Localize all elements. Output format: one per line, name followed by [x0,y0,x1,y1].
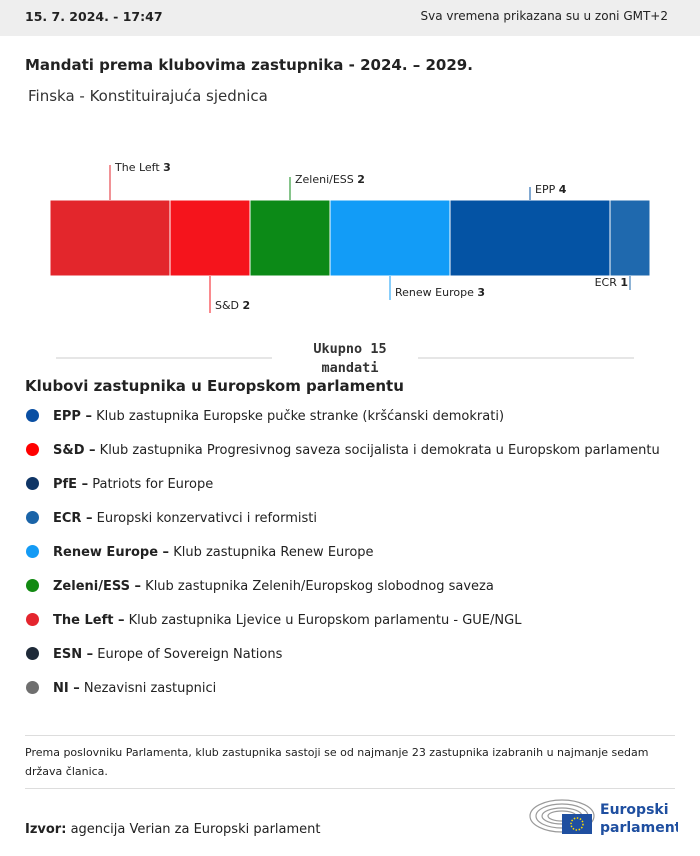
legend-item: ECR – Europski konzervativci i reformist… [26,511,317,526]
legend-description: Europe of Sovereign Nations [97,647,283,662]
legend-description: Klub zastupnika Europske pučke stranke (… [96,409,505,424]
segment-name: Zeleni/ESS [295,173,354,186]
bar-segment [449,199,611,277]
legend-abbr: EPP – [53,409,92,424]
header-bar: 15. 7. 2024. - 17:47 Sva vremena prikaza… [0,0,700,36]
segment-label: S&D 2 [215,299,250,312]
segment-name: S&D [215,299,239,312]
segment-label: Renew Europe 3 [395,286,485,299]
legend-abbr: S&D – [53,443,96,458]
segment-value: 2 [357,173,365,186]
legend-swatch [26,613,39,626]
total-label: Ukupno 15 mandati [313,341,386,376]
subtitle: Finska - Konstituirajuća sjednica [28,87,268,105]
segment-value: 1 [620,276,628,289]
legend-item: Renew Europe – Klub zastupnika Renew Eur… [26,545,374,560]
legend-abbr: NI – [53,681,80,696]
bar-segment [609,199,651,277]
timestamp: 15. 7. 2024. - 17:47 [25,9,163,24]
legend-swatch [26,545,39,558]
legend-description: Klub zastupnika Renew Europe [173,545,374,560]
source-label: Izvor: [25,822,67,837]
legend-abbr: The Left – [53,613,125,628]
legend-item: S&D – Klub zastupnika Progresivnog savez… [26,443,660,458]
legend-item: EPP – Klub zastupnika Europske pučke str… [26,409,504,424]
legend-item: Zeleni/ESS – Klub zastupnika Zelenih/Eur… [26,579,494,594]
segment-value: 2 [243,299,251,312]
legend-abbr: Renew Europe – [53,545,170,560]
segment-name: EPP [535,183,556,196]
segment-label: The Left 3 [114,161,171,174]
title: Mandati prema klubovima zastupnika - 202… [25,56,473,74]
bar-segment [249,199,331,277]
segment-label: EPP 4 [535,183,567,196]
segment-value: 3 [163,161,171,174]
legend-item: NI – Nezavisni zastupnici [26,681,216,696]
logo-text: parlament [600,820,678,836]
bar-segment [169,199,251,277]
legend-swatch [26,511,39,524]
legend-description: Klub zastupnika Progresivnog saveza soci… [99,443,660,458]
total-word: Ukupno [313,341,362,357]
legend-description: Europski konzervativci i reformisti [96,511,317,526]
timezone-note: Sva vremena prikazana su u zoni GMT+2 [420,9,668,23]
legend-swatch [26,409,39,422]
total-unit: mandati [322,360,379,376]
logo-text: Europski [600,802,669,818]
legend-description: Klub zastupnika Ljevice u Europskom parl… [128,613,522,628]
segment-value: 3 [477,286,485,299]
separator [25,735,675,736]
legend-abbr: ECR – [53,511,93,526]
bar-segment [329,199,451,277]
chart: Ukupno 15 mandati The Left 3S&D 2Zeleni/E… [49,161,651,376]
legend-title: Klubovi zastupnika u Europskom parlament… [25,377,404,395]
segment-label: ECR 1 [595,276,628,289]
segment-value: 4 [559,183,567,196]
legend-description: Klub zastupnika Zelenih/Europskog slobod… [145,579,494,594]
source-text: agencija Verian za Europski parlament [70,822,321,837]
bar-segment [49,199,171,277]
segment-label: Zeleni/ESS 2 [295,173,365,186]
source: Izvor: agencija Verian za Europski parla… [25,822,321,837]
legend-abbr: PfE – [53,477,89,492]
legend-swatch [26,647,39,660]
footnote: Prema poslovniku Parlamenta, klub zastup… [25,746,649,778]
legend-description: Nezavisni zastupnici [83,681,217,696]
segment-name: The Left [114,161,160,174]
segment-name: Renew Europe [395,286,474,299]
legend-abbr: ESN – [53,647,94,662]
legend-swatch [26,477,39,490]
legend-description: Patriots for Europe [92,477,214,492]
legend-abbr: Zeleni/ESS – [53,579,142,594]
legend-item: PfE – Patriots for Europe [26,477,213,492]
separator [25,788,675,789]
logo: Europski parlament [529,799,678,836]
legend-swatch [26,681,39,694]
legend-item: ESN – Europe of Sovereign Nations [26,647,282,662]
legend-swatch [26,443,39,456]
legend-swatch [26,579,39,592]
segment-name: ECR [595,276,618,289]
total-value: 15 [370,341,386,357]
legend-item: The Left – Klub zastupnika Ljevice u Eur… [26,613,521,628]
